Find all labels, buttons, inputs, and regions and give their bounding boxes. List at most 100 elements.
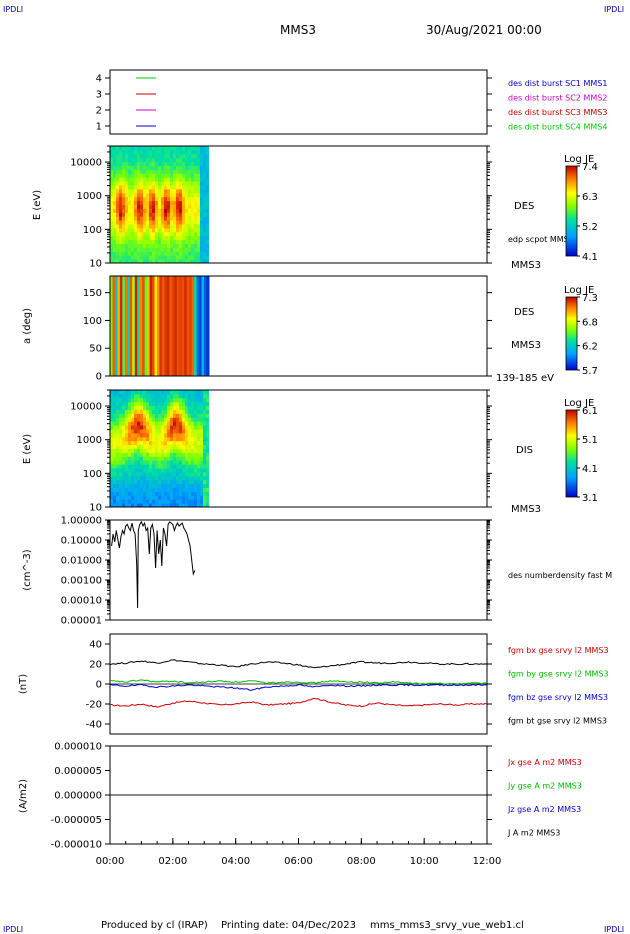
spectrogram-cell <box>163 208 168 213</box>
spectrogram-cell <box>205 479 209 485</box>
spectrogram-cell <box>163 479 168 485</box>
spectrogram-cell <box>187 185 192 190</box>
spectrogram-cell <box>127 487 132 492</box>
spectrogram-cell <box>142 192 147 198</box>
spectrogram-cell <box>181 239 186 244</box>
spectrogram-cell <box>193 491 198 496</box>
spectrogram-cell <box>133 444 138 449</box>
spectrogram-cell <box>124 192 129 198</box>
spectrogram-cell <box>184 413 189 418</box>
spectrogram-cell <box>112 153 117 159</box>
spectrogram-cell <box>130 397 135 403</box>
spectrogram-cell <box>151 169 156 174</box>
spectrogram-cell <box>124 153 129 159</box>
spectrogram-cell <box>166 192 171 198</box>
spectrogram-cell <box>145 231 150 237</box>
spectrogram-cell <box>118 409 123 414</box>
spectrogram-cell <box>130 436 135 442</box>
pitch-column <box>181 276 185 376</box>
spectrogram-cell <box>199 452 204 457</box>
spectrogram-cell <box>166 185 171 190</box>
spectrogram-cell <box>205 157 209 163</box>
right-label-scpot: edp scpot MMS3 <box>508 235 574 244</box>
spectrogram-cell <box>151 503 156 507</box>
spectrogram-cell <box>181 503 186 507</box>
spectrogram-cell <box>196 425 201 430</box>
spectrogram-cell <box>157 208 162 213</box>
spectrogram-cell <box>196 432 201 438</box>
spectrogram-cell <box>124 161 129 166</box>
spectrogram-cell <box>190 460 195 465</box>
spectrogram-cell <box>193 421 198 426</box>
spectrogram-cell <box>166 239 171 244</box>
spectrogram-cell <box>169 436 174 442</box>
spectrogram-cell <box>181 192 186 198</box>
spectrogram-cell <box>145 421 150 426</box>
spectrogram-cell <box>199 231 204 237</box>
spectrogram-cell <box>145 440 150 446</box>
spectrogram-cell <box>196 251 201 256</box>
spectrogram-cell <box>110 425 114 430</box>
spectrogram-cell <box>166 255 171 260</box>
pitch-column <box>179 276 183 376</box>
spectrogram-cell <box>136 185 141 190</box>
spectrogram-cell <box>157 243 162 248</box>
spectrogram-cell <box>187 235 192 241</box>
x-tick-label: 00:00 <box>96 856 125 867</box>
spectrogram-cell <box>130 460 135 465</box>
spectrogram-cell <box>139 220 144 225</box>
spectrogram-cell <box>157 495 162 500</box>
spectrogram-cell <box>199 444 204 449</box>
pitch-column <box>127 276 131 376</box>
spectrogram-cell <box>178 499 183 504</box>
spectrogram-cell <box>175 448 180 453</box>
spectrogram-cell <box>157 157 162 163</box>
legend-entry: fgm by gse srvy l2 MMS3 <box>508 670 609 679</box>
spectrogram-cell <box>187 169 192 174</box>
spectrogram-cell <box>142 413 147 418</box>
spectrogram-cell <box>190 440 195 446</box>
spectrogram-cell <box>196 491 201 496</box>
spectrogram-cell <box>157 503 162 507</box>
spectrogram-cell <box>139 417 144 422</box>
spectrogram-cell <box>169 224 174 229</box>
spectrogram-cell <box>139 224 144 229</box>
spectrogram-cell <box>205 460 209 465</box>
spectrogram-cell <box>121 444 126 449</box>
spectrogram-cell <box>148 220 153 225</box>
spectrogram-cell <box>118 188 123 194</box>
spectrogram-cell <box>178 393 183 399</box>
spectrogram-cell <box>154 452 159 457</box>
spectrogram-cell <box>145 239 150 244</box>
spectrogram-cell <box>151 495 156 500</box>
spectrogram-cell <box>202 503 207 507</box>
spectrogram-cell <box>175 491 180 496</box>
spectrogram-cell <box>124 220 129 225</box>
spectrogram-cell <box>202 255 207 260</box>
spectrogram-cell <box>110 216 114 221</box>
spectrogram-cell <box>115 464 120 469</box>
y-axis-label: E (eV) <box>22 434 33 464</box>
spectrogram-cell <box>178 177 183 182</box>
spectrogram-cell <box>142 239 147 244</box>
spectrogram-cell <box>202 165 207 170</box>
spectrogram-cell <box>169 429 174 434</box>
spectrogram-cell <box>121 421 126 426</box>
spectrogram-cell <box>190 204 195 209</box>
pitch-column <box>171 276 175 376</box>
spectrogram-cell <box>142 468 147 473</box>
spectrogram-cell <box>172 421 177 426</box>
spectrogram-cell <box>190 471 195 477</box>
p2-y-tick-label: 10 <box>89 259 102 270</box>
spectrogram-cell <box>169 243 174 248</box>
spectrogram-cell <box>199 227 204 233</box>
spectrogram-cell <box>136 432 141 438</box>
spectrogram-cell <box>115 401 120 407</box>
spectrogram-cell <box>110 259 114 263</box>
spectrogram-cell <box>169 475 174 481</box>
spectrogram-cell <box>136 247 141 252</box>
spectrogram-cell <box>154 432 159 438</box>
spectrogram-cell <box>169 390 174 395</box>
spectrogram-cell <box>127 169 132 174</box>
p1-y-tick-label: 1 <box>96 122 102 133</box>
